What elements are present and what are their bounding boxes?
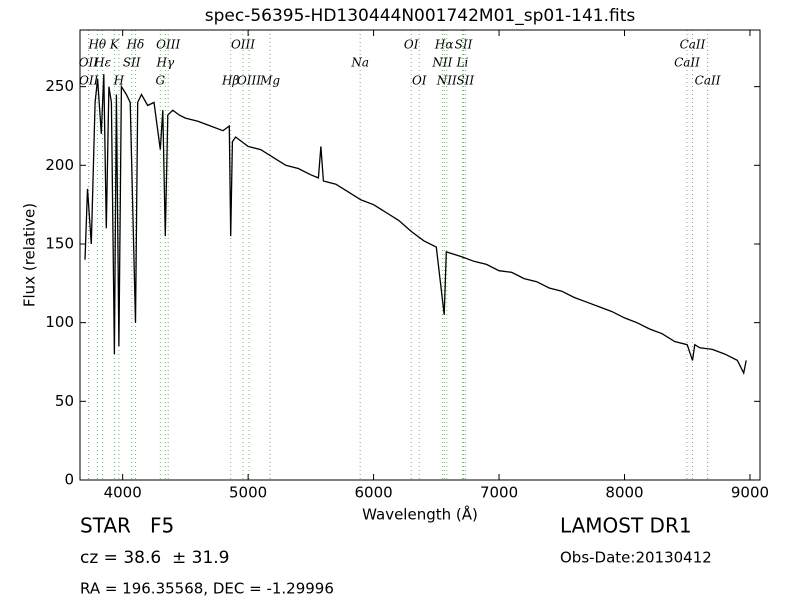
y-tick-label: 0 (64, 471, 74, 489)
spectral-line-label: Mg (259, 74, 280, 88)
spectral-line-label: NII (431, 56, 452, 70)
x-axis-label: Wavelength (Å) (362, 505, 478, 524)
y-tick-label: 200 (45, 156, 74, 174)
x-tick-label: 5000 (229, 484, 267, 502)
plot-frame (79, 29, 761, 481)
spectral-line-label: OIII (156, 38, 180, 52)
spectral-line-label: Hα (434, 38, 454, 52)
spectral-line-label: OI (404, 38, 419, 52)
x-tick-label: 6000 (354, 484, 392, 502)
spectral-line-label: OI (412, 74, 427, 88)
y-tick-label: 50 (55, 392, 74, 410)
spectral-line-label: Hβ (221, 74, 239, 88)
spectral-line-label: SII (455, 38, 473, 52)
class-label: STAR F5 (80, 514, 174, 538)
y-axis-label: Flux (relative) (21, 203, 39, 307)
spectral-line-label: NII (436, 74, 457, 88)
spectral-line-label: Na (350, 56, 369, 70)
coords-label: RA = 196.35568, DEC = -1.29996 (80, 580, 334, 598)
spectral-line-label: OIII (231, 38, 255, 52)
date-label: Obs-Date:20130412 (560, 549, 712, 567)
y-tick-label: 250 (45, 77, 74, 95)
spectral-line-label: Hγ (155, 56, 174, 70)
spectral-line-label: SII (123, 56, 141, 70)
spectral-line-label: CaII (680, 38, 706, 52)
y-tick-label: 100 (45, 313, 74, 331)
y-tick-label: 150 (45, 234, 74, 252)
spectral-line-label: Hε (93, 56, 111, 70)
spectral-line-label: SII (456, 74, 474, 88)
spectral-line-label: Hθ (87, 38, 106, 52)
spectral-line-label: CaII (674, 56, 700, 70)
spectral-line-label: CaII (695, 74, 721, 88)
spectral-line-label: OII (79, 74, 99, 88)
spectral-line-label: H (113, 74, 125, 88)
spectral-line-label: K (109, 38, 120, 52)
spectral-line-label: Hδ (126, 38, 145, 52)
x-tick-label: 9000 (731, 484, 769, 502)
spectral-line-label: OIII (237, 74, 261, 88)
spectrum-line (84, 74, 747, 375)
cz-label: cz = 38.6 ± 31.9 (80, 548, 229, 568)
x-tick-label: 8000 (605, 484, 643, 502)
chart-title: spec-56395-HD130444N001742M01_sp01-141.f… (205, 6, 636, 26)
spectral-line-label: Li (455, 56, 468, 70)
x-tick-label: 4000 (104, 484, 142, 502)
spectral-line-label: G (155, 74, 165, 88)
x-tick-label: 7000 (480, 484, 518, 502)
survey-label: LAMOST DR1 (560, 514, 692, 538)
